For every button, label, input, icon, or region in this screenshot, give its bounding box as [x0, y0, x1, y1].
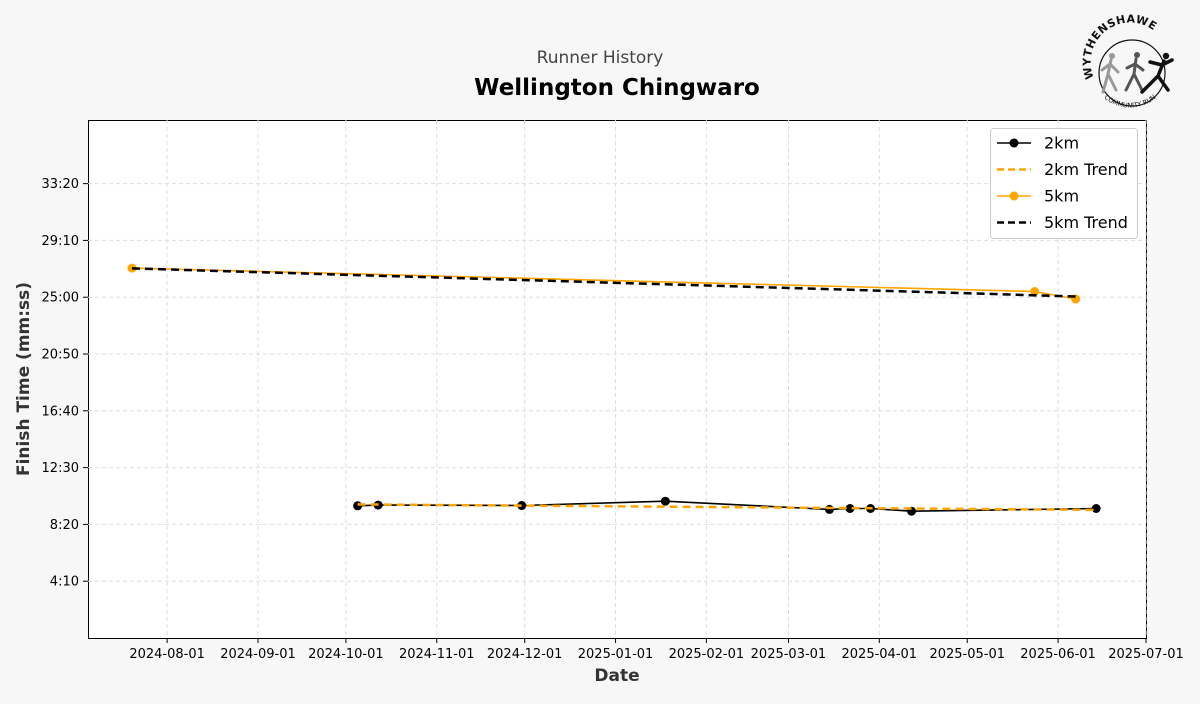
chart-title: Wellington Chingwaro — [474, 75, 760, 101]
y-tick-label: 16:40 — [42, 404, 79, 419]
y-tick-label: 20:50 — [42, 348, 79, 363]
x-tick-label: 2025-03-01 — [751, 647, 827, 662]
x-tick-label: 2025-06-01 — [1020, 647, 1096, 662]
series-line-5km-trend — [131, 267, 1076, 298]
x-tick-label: 2025-01-01 — [578, 647, 654, 662]
plot-area — [88, 120, 1147, 639]
logo-tagline: COMMUNITY RUN — [1103, 93, 1158, 110]
data-point-5km — [1030, 287, 1040, 297]
series-line-2km-trend — [357, 503, 1097, 512]
svg-text:COMMUNITY RUN: COMMUNITY RUN — [1103, 93, 1158, 110]
x-tick-label: 2025-05-01 — [929, 647, 1005, 662]
y-tick-label: 8:20 — [50, 518, 79, 533]
y-tick-label: 12:30 — [42, 461, 79, 476]
data-point-2km — [660, 496, 670, 506]
x-axis-label: Date — [594, 666, 639, 686]
y-tick-label: 29:10 — [42, 234, 79, 249]
chart-subtitle: Runner History — [537, 48, 664, 68]
data-point-5km — [127, 263, 137, 273]
data-point-2km — [353, 501, 363, 511]
data-point-2km — [1091, 504, 1101, 513]
x-tick-label: 2024-08-01 — [129, 647, 205, 662]
legend-label-2km-trend: 2km Trend — [1044, 160, 1128, 179]
x-tick-label: 2025-07-01 — [1108, 647, 1184, 662]
legend: 2km 2km Trend 5km 5km Trend — [990, 128, 1138, 239]
legend-marker-5km — [1009, 191, 1019, 201]
x-tick-label: 2024-10-01 — [308, 647, 384, 662]
x-tick-label: 2025-04-01 — [842, 647, 918, 662]
svg-text:WYTHENSHAWE: WYTHENSHAWE — [1081, 13, 1160, 81]
x-tick-label: 2024-09-01 — [220, 647, 296, 662]
legend-box — [990, 128, 1138, 239]
y-tick-label: 25:00 — [42, 291, 79, 306]
legend-marker-2km — [1009, 138, 1019, 148]
logo-name: WYTHENSHAWE — [1081, 13, 1159, 81]
x-tick-label: 2024-12-01 — [487, 647, 563, 662]
y-tick-label: 4:10 — [50, 575, 79, 590]
legend-label-2km: 2km — [1044, 134, 1079, 153]
legend-label-5km: 5km — [1044, 187, 1079, 206]
x-tick-label: 2024-11-01 — [399, 647, 475, 662]
data-point-2km — [845, 504, 855, 513]
runner-silhouettes — [1100, 52, 1174, 94]
y-axis-label: Finish Time (mm:ss) — [14, 282, 34, 476]
data-point-2km — [517, 501, 527, 511]
x-tick-label: 2025-02-01 — [669, 647, 745, 662]
data-point-2km — [824, 504, 834, 514]
legend-label-5km-trend: 5km Trend — [1044, 213, 1128, 232]
y-tick-label: 33:20 — [42, 177, 79, 192]
wythenshawe-logo: WYTHENSHAWE COMMUNITY RUN — [1081, 13, 1174, 110]
